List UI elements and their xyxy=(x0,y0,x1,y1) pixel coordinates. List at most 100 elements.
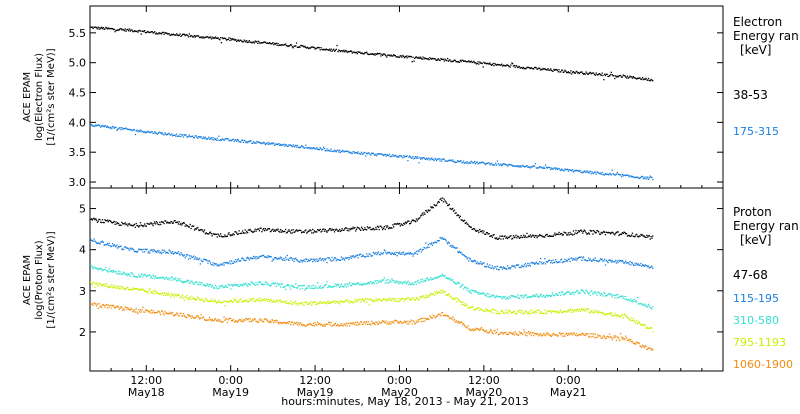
data-point xyxy=(460,285,462,287)
data-point xyxy=(270,300,272,302)
data-point xyxy=(463,219,466,221)
data-point xyxy=(289,44,291,47)
data-point xyxy=(267,141,269,144)
data-point xyxy=(574,170,576,172)
data-point xyxy=(388,251,391,254)
data-point xyxy=(288,284,290,286)
data-point xyxy=(317,260,319,263)
data-point xyxy=(512,265,515,267)
data-point xyxy=(503,235,505,238)
data-point xyxy=(380,55,382,57)
data-point xyxy=(648,177,650,179)
data-point xyxy=(405,299,407,301)
data-point xyxy=(97,242,99,244)
data-point xyxy=(640,78,642,81)
data-point xyxy=(211,138,213,141)
data-point xyxy=(111,221,113,224)
data-point xyxy=(315,260,317,262)
data-point xyxy=(632,264,634,266)
data-point xyxy=(190,280,192,283)
data-point xyxy=(643,235,645,237)
data-point xyxy=(155,132,158,134)
data-point xyxy=(127,128,129,131)
data-point xyxy=(188,314,190,316)
data-point xyxy=(649,80,651,82)
data-point xyxy=(378,253,380,256)
data-point xyxy=(187,279,190,282)
data-point xyxy=(467,325,469,327)
data-point xyxy=(455,283,457,285)
data-point xyxy=(236,284,238,286)
data-point xyxy=(437,158,439,160)
data-point xyxy=(426,246,429,248)
data-point xyxy=(629,75,631,77)
data-point xyxy=(363,301,365,303)
proton-legend-title-1: Proton xyxy=(733,205,772,219)
data-point xyxy=(325,230,327,232)
data-point xyxy=(447,204,449,207)
data-point xyxy=(333,149,336,151)
data-point xyxy=(442,158,445,160)
data-point xyxy=(490,330,493,332)
data-point xyxy=(93,238,95,240)
data-point xyxy=(570,70,572,72)
data-point xyxy=(551,334,553,336)
data-point xyxy=(523,331,526,333)
data-point xyxy=(313,287,315,290)
data-point xyxy=(252,283,255,285)
data-point xyxy=(558,231,560,234)
data-point xyxy=(561,312,564,314)
data-point xyxy=(463,254,465,256)
data-point xyxy=(392,297,394,299)
data-point xyxy=(236,233,239,235)
data-point xyxy=(308,323,310,326)
data-point xyxy=(585,71,587,73)
data-point xyxy=(473,60,475,62)
data-point xyxy=(393,298,396,301)
data-point xyxy=(512,332,515,334)
data-point xyxy=(395,298,397,300)
data-point xyxy=(486,293,488,295)
data-point xyxy=(512,63,514,65)
data-point xyxy=(215,286,218,288)
data-point xyxy=(418,162,420,164)
data-point xyxy=(513,334,515,336)
data-point xyxy=(328,228,331,230)
data-point xyxy=(631,320,633,322)
data-point xyxy=(355,230,357,232)
data-point xyxy=(105,285,107,287)
data-point xyxy=(116,129,118,131)
data-point xyxy=(363,255,365,258)
data-point xyxy=(459,215,461,217)
data-point xyxy=(403,55,405,58)
data-point xyxy=(395,251,397,254)
data-point xyxy=(361,284,364,286)
data-point xyxy=(512,65,515,67)
data-point xyxy=(365,298,367,300)
data-point xyxy=(187,280,189,282)
data-point xyxy=(98,124,100,126)
data-point xyxy=(310,147,312,149)
data-point xyxy=(497,162,499,165)
data-point xyxy=(229,300,231,302)
data-point xyxy=(317,229,320,231)
data-point xyxy=(144,225,147,227)
data-point xyxy=(547,68,549,70)
data-point xyxy=(605,295,607,297)
data-point xyxy=(182,136,185,138)
data-point xyxy=(481,263,483,265)
data-point xyxy=(552,168,554,170)
data-point xyxy=(652,305,654,308)
data-point xyxy=(122,286,124,288)
data-point xyxy=(498,333,500,335)
data-point xyxy=(93,302,95,304)
data-point xyxy=(609,293,611,295)
data-point xyxy=(331,301,333,303)
data-point xyxy=(577,335,579,337)
data-point xyxy=(249,284,251,286)
data-point xyxy=(608,231,610,234)
data-point xyxy=(363,53,365,55)
data-point xyxy=(132,30,134,33)
data-point xyxy=(577,169,579,172)
data-point xyxy=(469,289,472,291)
